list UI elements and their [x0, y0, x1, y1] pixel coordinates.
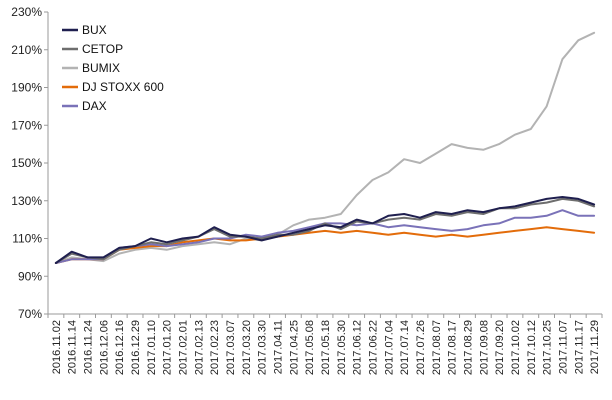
- x-tick-label: 2017.03.07: [225, 320, 237, 375]
- y-tick-label: 230%: [11, 5, 42, 19]
- legend-label: BUX: [82, 23, 107, 37]
- x-tick-label: 2017.02.23: [209, 320, 221, 375]
- y-tick-label: 70%: [18, 307, 42, 321]
- x-tick-label: 2017.05.08: [304, 320, 316, 375]
- x-tick-label: 2017.09.20: [494, 320, 506, 375]
- x-tick-label: 2017.09.08: [478, 320, 490, 375]
- x-tick-label: 2017.01.10: [146, 320, 158, 375]
- x-tick-label: 2017.04.11: [273, 320, 285, 374]
- x-tick-label: 2017.10.02: [510, 320, 522, 375]
- legend: BUX CETOP BUMIX DJ STOXX 600 DAX: [62, 23, 164, 113]
- x-tick-label: 2017.04.25: [288, 320, 300, 375]
- axes: 70% 90% 110% 130% 150% 170% 190% 210% 230% 2016.1…: [11, 5, 603, 375]
- series-line-dj-stoxx-600: [54, 226, 596, 264]
- y-tick-label: 150%: [11, 156, 42, 170]
- legend-label: DJ STOXX 600: [82, 80, 164, 94]
- x-tick-label: 2017.03.20: [241, 320, 253, 375]
- y-tick-label: 110%: [12, 232, 42, 246]
- x-tick-label: 2017.10.12: [526, 320, 538, 375]
- y-tick-label: 90%: [18, 269, 42, 283]
- x-tick-label: 2016.12.06: [98, 320, 110, 375]
- legend-label: CETOP: [82, 42, 123, 56]
- x-tick-label: 2017.08.07: [431, 320, 443, 375]
- y-tick-label: 130%: [11, 194, 42, 208]
- x-tick-label: 2016.12.29: [130, 320, 142, 375]
- x-tick-label: 2017.03.30: [257, 320, 269, 375]
- y-tick-label: 170%: [11, 118, 42, 132]
- x-tick-label: 2016.12.16: [114, 320, 126, 375]
- x-tick-label: 2017.11.17: [573, 320, 585, 374]
- x-tick-label: 2017.06.12: [352, 320, 364, 375]
- x-tick-label: 2017.10.25: [542, 320, 554, 375]
- x-tick-label: 2017.01.20: [162, 320, 174, 375]
- series-layer: [54, 31, 596, 264]
- x-tick-label: 2017.05.18: [320, 320, 332, 375]
- x-tick-label: 2017.07.14: [399, 320, 411, 375]
- x-tick-label: 2017.05.30: [336, 320, 348, 375]
- x-tick-label: 2017.11.29: [589, 320, 601, 374]
- x-tick-label: 2017.07.04: [383, 320, 395, 375]
- x-tick-label: 2016.11.24: [83, 320, 95, 374]
- x-tick-label: 2016.11.14: [67, 320, 79, 374]
- x-tick-label: 2017.02.01: [178, 320, 190, 375]
- x-tick-label: 2017.02.13: [193, 320, 205, 375]
- x-tick-label: 2017.06.22: [367, 320, 379, 375]
- x-tick-label: 2017.08.17: [447, 320, 459, 375]
- legend-label: DAX: [82, 99, 107, 113]
- x-tick-label: 2017.07.26: [415, 320, 427, 375]
- series-line-bux: [54, 196, 596, 264]
- y-tick-label: 190%: [11, 81, 42, 95]
- y-tick-label: 210%: [11, 43, 42, 57]
- series-line-bumix: [54, 31, 596, 264]
- legend-label: BUMIX: [82, 61, 120, 75]
- x-tick-label: 2016.11.02: [51, 320, 63, 374]
- x-tick-label: 2017.11.07: [557, 320, 569, 374]
- x-tick-label: 2017.08.29: [462, 320, 474, 375]
